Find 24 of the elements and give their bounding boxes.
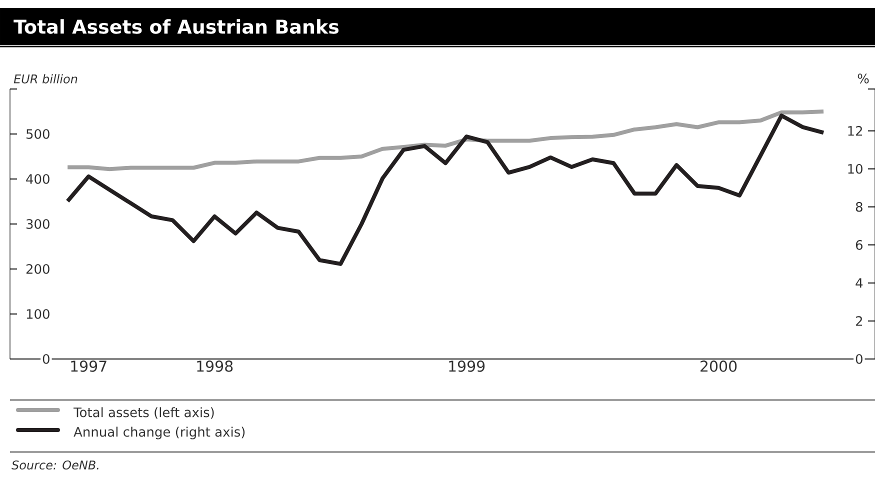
legend-label: Total assets (left axis)	[74, 407, 214, 419]
y-axis-title: EUR billion	[14, 74, 78, 84]
line-series	[66, 114, 826, 266]
y2-tick-label: 10	[848, 164, 862, 174]
y2-tick-label: 12	[848, 126, 862, 136]
x-tick-label: 2000	[700, 360, 737, 372]
x-tick-label: 1998	[197, 360, 233, 372]
x-tick-label: 1999	[449, 360, 485, 372]
y-tick-label: 400	[26, 174, 50, 184]
y2-tick-label: 0	[856, 354, 862, 364]
y2-tick-label: 2	[856, 316, 862, 326]
y-tick-label: 500	[26, 129, 50, 139]
x-tick-label: 1997	[71, 360, 106, 372]
legend-label: Annual change (right axis)	[74, 426, 245, 440]
y2-axis-title: %	[858, 74, 869, 84]
y2-tick-label: 6	[856, 240, 862, 250]
y-tick-label: 300	[26, 219, 50, 229]
y-tick-label: 100	[26, 309, 50, 319]
source-note: Source: OeNB.	[12, 460, 98, 470]
y2-tick-label: 8	[856, 202, 862, 212]
y2-tick-label: 4	[856, 278, 863, 288]
y-tick-label: 200	[26, 264, 50, 274]
chart-title: Total Assets of Austrian Banks	[14, 19, 339, 34]
y-tick-label: 0	[42, 354, 50, 364]
